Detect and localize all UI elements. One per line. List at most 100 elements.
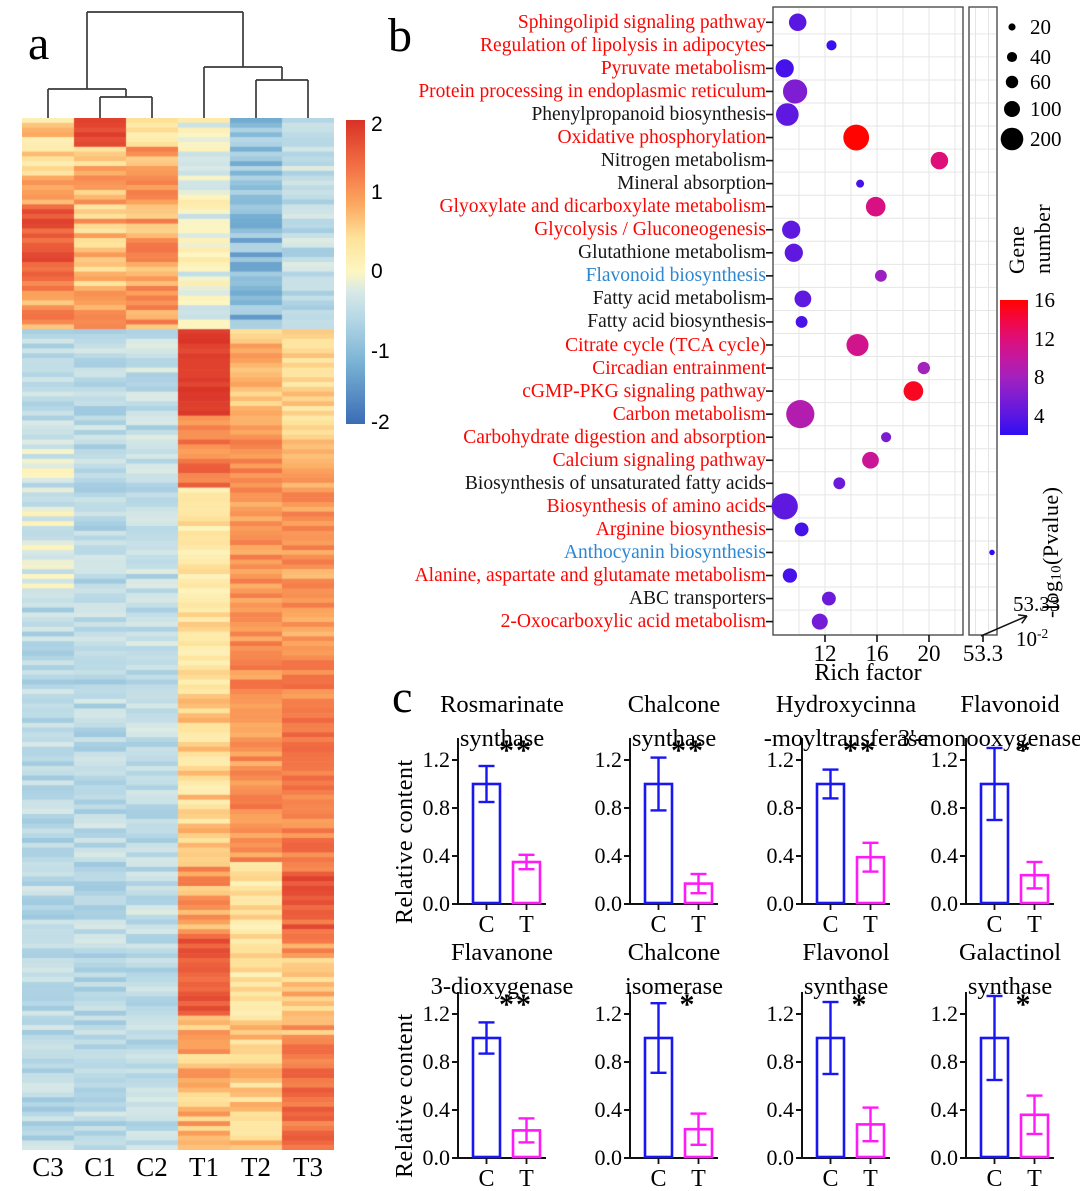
- chart-title: 3'-monooxygenase: [897, 725, 1080, 752]
- bar-t: [1019, 1113, 1050, 1159]
- significance-marker: *: [679, 988, 697, 1021]
- x-axis-tick-label: 12: [813, 641, 837, 666]
- significance-marker: *: [851, 988, 869, 1021]
- category-label: C: [986, 912, 1003, 938]
- bubble: [782, 79, 808, 104]
- category-label: C: [822, 1166, 839, 1191]
- chart-title: isomerase: [625, 973, 723, 1000]
- chart-title: 3-dioxygenase: [430, 973, 574, 1000]
- heatmap-column-label: C3: [32, 1152, 64, 1182]
- heatmap-colorbar: [346, 120, 365, 424]
- bubble: [862, 451, 879, 469]
- size-legend-label: 100: [1030, 97, 1062, 121]
- category-label: C: [986, 1166, 1003, 1191]
- y-axis-tick-label: 0.0: [766, 891, 795, 916]
- y-axis-tick-label: 1.2: [594, 1001, 623, 1026]
- bubble: [843, 124, 870, 151]
- y-axis-tick-label: 0.4: [594, 1097, 623, 1122]
- chart-title: synthase: [803, 973, 889, 1000]
- size-legend-dot: [1008, 23, 1016, 31]
- chart-title: Chalcone: [627, 691, 721, 718]
- heatmap-colorbar-tick: -2: [371, 411, 390, 434]
- y-axis-tick-label: 0.0: [594, 891, 623, 916]
- y-axis-tick-label: 1.2: [930, 747, 959, 772]
- chart-title: Flavanone: [450, 939, 554, 966]
- size-legend-label: 40: [1030, 45, 1051, 69]
- bubble: [865, 196, 886, 217]
- heatmap-column-label: T3: [293, 1152, 323, 1182]
- chart-title: Galactinol: [958, 939, 1062, 966]
- pathway-label: Glutathione metabolism: [578, 242, 766, 264]
- bubble: [771, 493, 798, 520]
- pathway-label: 2-Oxocarboxylic acid metabolism: [500, 611, 766, 633]
- pathway-label: Circadian entrainment: [592, 357, 766, 379]
- y-axis-tick-label: 0.0: [930, 1145, 959, 1170]
- bubble-outlier-box: [968, 6, 998, 636]
- category-label: T: [519, 1166, 534, 1191]
- pathway-label: Phenylpropanoid biosynthesis: [531, 104, 766, 125]
- chart-title: Flavonoid: [960, 691, 1060, 718]
- y-axis-tick-label: 0.0: [422, 1145, 451, 1170]
- bubble: [930, 151, 949, 170]
- size-legend-dot: [1004, 101, 1020, 117]
- significance-marker: **: [499, 734, 533, 767]
- bubble: [775, 103, 799, 126]
- category-label: T: [691, 912, 706, 938]
- pathway-label: Sphingolipid signaling pathway: [517, 11, 766, 33]
- pathway-label: Protein processing in endoplasmic reticu…: [418, 80, 766, 102]
- chart-title: synthase: [631, 725, 717, 752]
- bubble: [786, 400, 815, 429]
- pathway-label: Glyoxylate and dicarboxylate metabolism: [439, 196, 766, 218]
- bar-c: [815, 782, 846, 905]
- heatmap-column-label: T1: [189, 1152, 219, 1182]
- pathway-label: ABC transporters: [628, 588, 766, 610]
- size-legend-dot: [1000, 127, 1024, 151]
- annotation-arrowhead: [1021, 615, 1028, 624]
- heatmap-column-label: C1: [84, 1152, 116, 1182]
- y-axis-tick-label: 1.2: [422, 747, 451, 772]
- bubble: [989, 549, 995, 556]
- heatmap-column-label: C2: [136, 1152, 168, 1182]
- bar-c: [471, 1036, 502, 1159]
- y-axis-tick-label: 0.8: [422, 1049, 451, 1074]
- pathway-label: Arginine biosynthesis: [595, 518, 766, 540]
- pathway-label: Mineral absorption: [617, 173, 766, 195]
- pathway-label: Citrate cycle (TCA cycle): [565, 334, 766, 356]
- y-axis-tick-label: 1.2: [930, 1001, 959, 1026]
- heatmap-colorbar-tick: -1: [371, 340, 390, 363]
- category-label: C: [822, 912, 839, 938]
- size-legend-dot: [1005, 75, 1019, 89]
- x-axis-tick-label: 20: [917, 641, 941, 666]
- bubble: [856, 179, 865, 188]
- bubble: [917, 361, 930, 375]
- pathway-label: Biosynthesis of unsaturated fatty acids: [464, 472, 766, 494]
- heatmap-column-label: T2: [241, 1152, 271, 1182]
- pathway-label: Oxidative phosphorylation: [557, 127, 766, 149]
- y-axis-tick-label: 0.0: [930, 891, 959, 916]
- bubble: [903, 381, 924, 401]
- annotation-arrowhead: [1017, 614, 1028, 617]
- category-label: T: [1027, 1166, 1042, 1191]
- heatmap-colorbar-tick: 1: [371, 181, 383, 204]
- y-axis-tick-label: 0.0: [594, 1145, 623, 1170]
- bubble: [833, 477, 846, 490]
- bubble: [811, 613, 828, 630]
- chart-title: Rosmarinate: [440, 691, 564, 718]
- category-label: T: [691, 1166, 706, 1191]
- y-axis-tick-label: 1.2: [422, 1001, 451, 1026]
- richfactor-axis-label: Rich factor: [814, 660, 922, 686]
- x-axis-tick-label: 16: [865, 641, 889, 666]
- bubble: [794, 290, 812, 308]
- category-label: T: [519, 912, 534, 938]
- category-label: C: [650, 1166, 667, 1191]
- category-label: C: [478, 912, 495, 938]
- pvalue-colorbar-tick: 4: [1034, 403, 1045, 428]
- pvalue-colorbar: [1000, 300, 1028, 435]
- y-axis-tick-label: 1.2: [766, 1001, 795, 1026]
- chart-title: Hydroxycinna: [775, 691, 917, 718]
- outlier-pvalue-annotation: 10-2: [1016, 626, 1049, 651]
- significance-marker: *: [1015, 988, 1033, 1021]
- bubble: [794, 522, 809, 537]
